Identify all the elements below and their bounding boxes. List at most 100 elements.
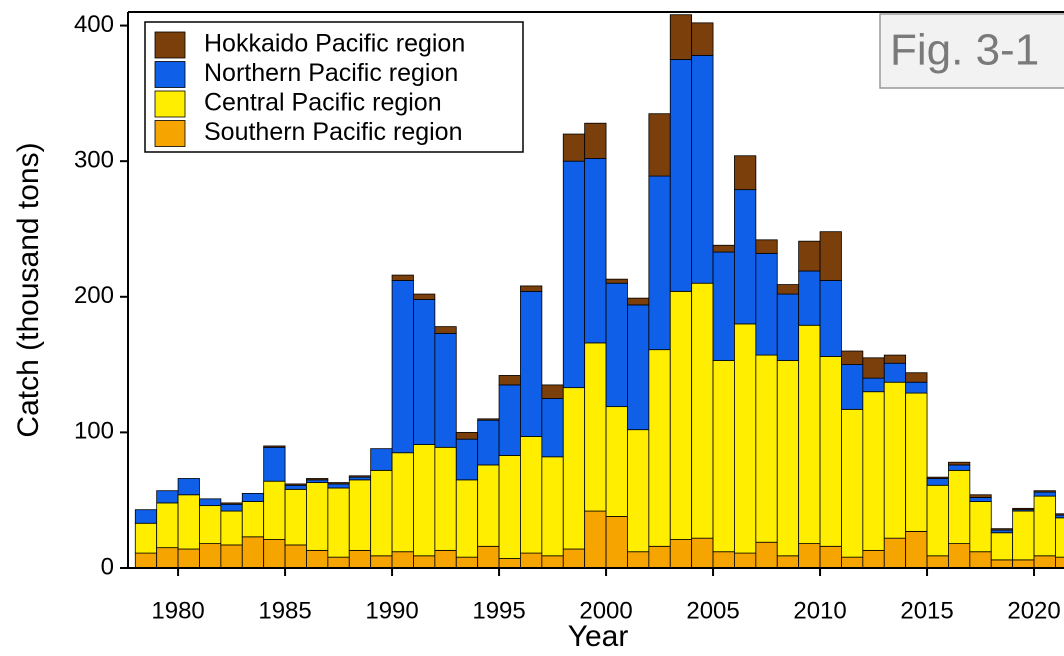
bar-segment: [327, 487, 350, 558]
y-tick-label: 0: [101, 553, 114, 580]
bar-segment: [413, 555, 436, 568]
bar-segment: [241, 501, 265, 538]
bar-segment: [220, 544, 243, 568]
bar-segment: [926, 478, 949, 486]
y-tick-label: 400: [74, 11, 114, 38]
bar-segment: [734, 552, 757, 568]
bar-segment: [990, 559, 1014, 568]
bar-segment: [177, 478, 200, 496]
bar-segment: [391, 274, 414, 281]
bar-segment: [969, 551, 992, 568]
bar-segment: [348, 549, 372, 568]
bar-segment: [498, 384, 521, 456]
bar-segment: [1055, 513, 1064, 516]
figure-label: Fig. 3-1: [879, 13, 1064, 89]
bar-segment: [712, 244, 735, 253]
bar-segment: [327, 482, 350, 485]
bar-segment: [263, 445, 286, 448]
bar-segment: [220, 502, 243, 505]
bar-segment: [348, 476, 372, 481]
bar-segment: [455, 479, 479, 558]
bar-segment: [241, 536, 265, 568]
bar-segment: [263, 480, 286, 540]
bar-segment: [520, 436, 543, 554]
bar-segment: [605, 406, 628, 517]
bar-segment: [883, 537, 907, 568]
bar-segment: [691, 282, 714, 539]
bar-segment: [434, 332, 457, 448]
bar-segment: [948, 543, 971, 568]
x-tick-label: 1985: [258, 597, 311, 624]
legend-label: Southern Pacific region: [204, 118, 462, 146]
legend-label: Hokkaido Pacific region: [204, 30, 465, 58]
x-tick-label: 2020: [1007, 597, 1060, 624]
bar-segment: [755, 541, 778, 568]
x-axis-title: Year: [568, 620, 629, 653]
bar-segment: [284, 544, 307, 568]
bar-segment: [306, 479, 329, 483]
bar-segment: [883, 354, 907, 364]
bar-segment: [199, 505, 222, 544]
bar-segment: [969, 497, 992, 502]
bar-segment: [413, 293, 436, 300]
bar-segment: [776, 293, 800, 361]
bar-segment: [391, 280, 414, 454]
bar-segment: [134, 552, 158, 568]
bar-segment: [348, 479, 372, 551]
bar-segment: [584, 342, 607, 512]
bar-segment: [819, 356, 842, 547]
bar-segment: [841, 350, 864, 365]
bar-segment: [776, 284, 800, 295]
bar-segment: [755, 239, 778, 254]
bar-segment: [926, 476, 949, 479]
bar-segment: [348, 475, 372, 478]
bar-segment: [391, 551, 414, 568]
bar-segment: [562, 548, 586, 568]
bar-segment: [562, 133, 586, 162]
bar-segment: [498, 375, 521, 386]
bar-segment: [691, 537, 714, 568]
bar-segment: [862, 549, 885, 568]
bar-segment: [819, 545, 842, 568]
bar-segment: [669, 14, 693, 60]
bar-segment: [134, 522, 158, 554]
bar-segment: [177, 494, 200, 550]
bar-segment: [712, 251, 735, 361]
bar-segment: [199, 498, 222, 507]
bar-segment: [327, 483, 350, 489]
bar-segment: [905, 381, 928, 394]
bar-segment: [477, 418, 500, 421]
legend-swatch: [154, 61, 186, 88]
bar-segment: [306, 478, 329, 481]
legend-swatch: [154, 90, 186, 118]
bar-segment: [969, 494, 992, 498]
bar-segment: [370, 555, 393, 568]
figure-label-text: Fig. 3-1: [890, 26, 1039, 75]
bar-segment: [627, 429, 650, 553]
legend-box: [144, 21, 524, 153]
bar-segment: [1012, 510, 1035, 561]
bar-segment: [477, 419, 500, 466]
bar-segment: [926, 555, 949, 568]
bar-segment: [669, 539, 693, 568]
x-tick-label: 2000: [579, 597, 632, 624]
bar-segment: [1033, 555, 1056, 568]
bar-segment: [1055, 517, 1064, 558]
bar-segment: [541, 384, 564, 399]
bar-segment: [948, 461, 971, 466]
bar-segment: [477, 464, 500, 547]
x-tick-label: 1995: [472, 597, 525, 624]
bar-segment: [263, 539, 286, 568]
bar-segment: [156, 547, 179, 568]
bar-segment: [520, 290, 543, 437]
bar-segment: [691, 22, 714, 56]
bar-segment: [1012, 559, 1035, 568]
bar-segment: [712, 551, 735, 568]
bar-segment: [648, 545, 671, 568]
bar-segment: [755, 354, 778, 543]
bar-segment: [220, 503, 243, 512]
bar-segment: [734, 189, 757, 325]
bar-segment: [263, 446, 286, 482]
bar-segment: [434, 326, 457, 334]
